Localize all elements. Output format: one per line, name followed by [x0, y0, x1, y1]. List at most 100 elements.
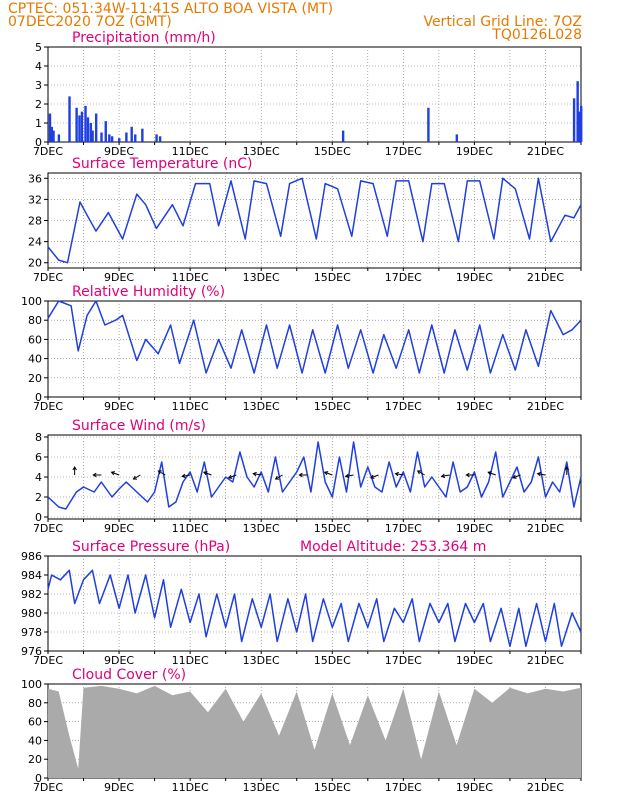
precip-bar — [427, 107, 430, 142]
pressure-ytick-label: 980 — [21, 607, 42, 620]
run-date: 07DEC2020 7OZ (GMT) — [8, 14, 172, 30]
temperature-xtick-label: 21DEC — [527, 271, 564, 284]
wind-ytick-label: 8 — [35, 431, 42, 444]
precip-bar — [108, 134, 111, 142]
precip-bar — [341, 130, 345, 142]
precipitation-xtick-label: 19DEC — [456, 145, 493, 158]
temperature-xtick-label: 9DEC — [104, 271, 134, 284]
precip-bar — [576, 81, 579, 142]
pressure-title: Surface Pressure (hPa) — [72, 539, 230, 555]
humidity-line — [47, 300, 582, 374]
humidity-xtick-label: 15DEC — [314, 400, 351, 413]
wind-arrow — [345, 474, 354, 477]
wind-arrow-head — [465, 472, 470, 478]
precip-bar — [78, 115, 81, 142]
precip-bar — [89, 123, 93, 142]
pressure-xtick-label: 7DEC — [33, 654, 63, 667]
precip-bar — [52, 130, 55, 142]
wind-arrow-head — [440, 473, 446, 479]
wind-xtick-label: 13DEC — [243, 522, 280, 535]
wind-arrow — [512, 474, 521, 479]
precip-bar — [84, 105, 87, 142]
cloud-cover-ytick-label: 0 — [35, 772, 42, 785]
precip-bar — [155, 134, 158, 142]
wind-xtick-label: 15DEC — [314, 522, 351, 535]
precipitation-xtick-label: 7DEC — [33, 145, 63, 158]
pressure-ytick-label: 976 — [21, 645, 42, 658]
cloud-cover-xtick-label: 9DEC — [104, 781, 134, 794]
humidity-title: Relative Humidity (%) — [72, 284, 225, 300]
temperature-title: Surface Temperature (nC) — [72, 156, 253, 172]
wind-arrow-head — [274, 475, 280, 480]
precipitation-title: Precipitation (mm/h) — [72, 30, 216, 46]
temperature-xtick-label: 15DEC — [314, 271, 351, 284]
wind-arrow — [324, 471, 333, 476]
precipitation-ytick-label: 5 — [35, 41, 42, 54]
precip-bar — [91, 130, 94, 142]
pressure-xtick-label: 11DEC — [172, 654, 209, 667]
pressure-xtick-label: 13DEC — [243, 654, 280, 667]
precip-bar — [130, 126, 133, 142]
wind-xtick-label: 19DEC — [456, 522, 493, 535]
wind-arrow — [488, 471, 496, 476]
cloud-cover-ytick-label: 100 — [21, 678, 42, 691]
wind-ytick-label: 2 — [35, 491, 42, 504]
precipitation-xtick-label: 17DEC — [385, 145, 422, 158]
precipitation-xtick-label: 9DEC — [104, 145, 134, 158]
wind-arrow-head — [72, 466, 77, 471]
humidity-ytick-label: 60 — [28, 333, 42, 346]
humidity-ytick-label: 100 — [21, 295, 42, 308]
wind-arrow-head — [227, 474, 233, 479]
wind-arrow-head — [298, 472, 303, 478]
wind-arrow — [441, 474, 450, 477]
wind-arrow-head — [370, 474, 375, 479]
precipitation-ytick-label: 1 — [35, 117, 42, 130]
wind-arrow-head — [344, 473, 350, 479]
temperature-ytick-label: 36 — [28, 172, 42, 185]
cloud-cover-xtick-label: 21DEC — [527, 781, 564, 794]
precipitation-ytick-label: 2 — [35, 98, 42, 111]
wind-arrow-head — [110, 471, 116, 476]
precip-bar — [100, 132, 103, 142]
wind-arrow — [203, 471, 212, 476]
temperature-xtick-label: 7DEC — [33, 271, 63, 284]
temperature-ytick-label: 24 — [28, 236, 42, 249]
precip-bar — [118, 138, 121, 142]
wind-xtick-label: 11DEC — [172, 522, 209, 535]
precipitation-xtick-label: 11DEC — [172, 145, 209, 158]
humidity-xtick-label: 9DEC — [104, 400, 134, 413]
wind-ytick-label: 6 — [35, 451, 42, 464]
precip-bar — [580, 105, 583, 142]
temperature-line — [47, 177, 582, 264]
wind-arrow-head — [181, 473, 186, 479]
pressure-frame — [47, 555, 582, 652]
cloud-cover-ytick-label: 60 — [28, 716, 42, 729]
precip-bar — [57, 134, 61, 142]
wind-arrow-head — [203, 471, 208, 476]
wind-arrow — [158, 470, 166, 476]
wind-arrow-head — [132, 475, 137, 480]
precip-bar — [578, 111, 581, 142]
precip-bar — [75, 107, 78, 142]
precip-bar — [94, 113, 98, 142]
humidity-xtick-label: 7DEC — [33, 400, 63, 413]
precip-bar — [86, 117, 90, 142]
wind-arrow — [275, 474, 283, 480]
wind-arrow-head — [512, 474, 517, 479]
precip-bar — [141, 128, 144, 142]
cloud-cover-title: Cloud Cover (%) — [72, 667, 186, 683]
temperature-xtick-label: 13DEC — [243, 271, 280, 284]
station-header: CPTEC: 051:34W-11:41S ALTO BOA VISTA (MT… — [8, 1, 334, 17]
wind-arrow-head — [92, 472, 97, 478]
pressure-xtick-label: 21DEC — [527, 654, 564, 667]
wind-arrow — [253, 473, 262, 476]
humidity-ytick-label: 80 — [28, 314, 42, 327]
pressure-line — [47, 569, 582, 648]
wind-arrow — [133, 474, 141, 480]
humidity-xtick-label: 11DEC — [172, 400, 209, 413]
precipitation-xtick-label: 15DEC — [314, 145, 351, 158]
pressure-ytick-label: 982 — [21, 588, 42, 601]
wind-xtick-label: 17DEC — [385, 522, 422, 535]
pressure-xtick-label: 9DEC — [104, 654, 134, 667]
